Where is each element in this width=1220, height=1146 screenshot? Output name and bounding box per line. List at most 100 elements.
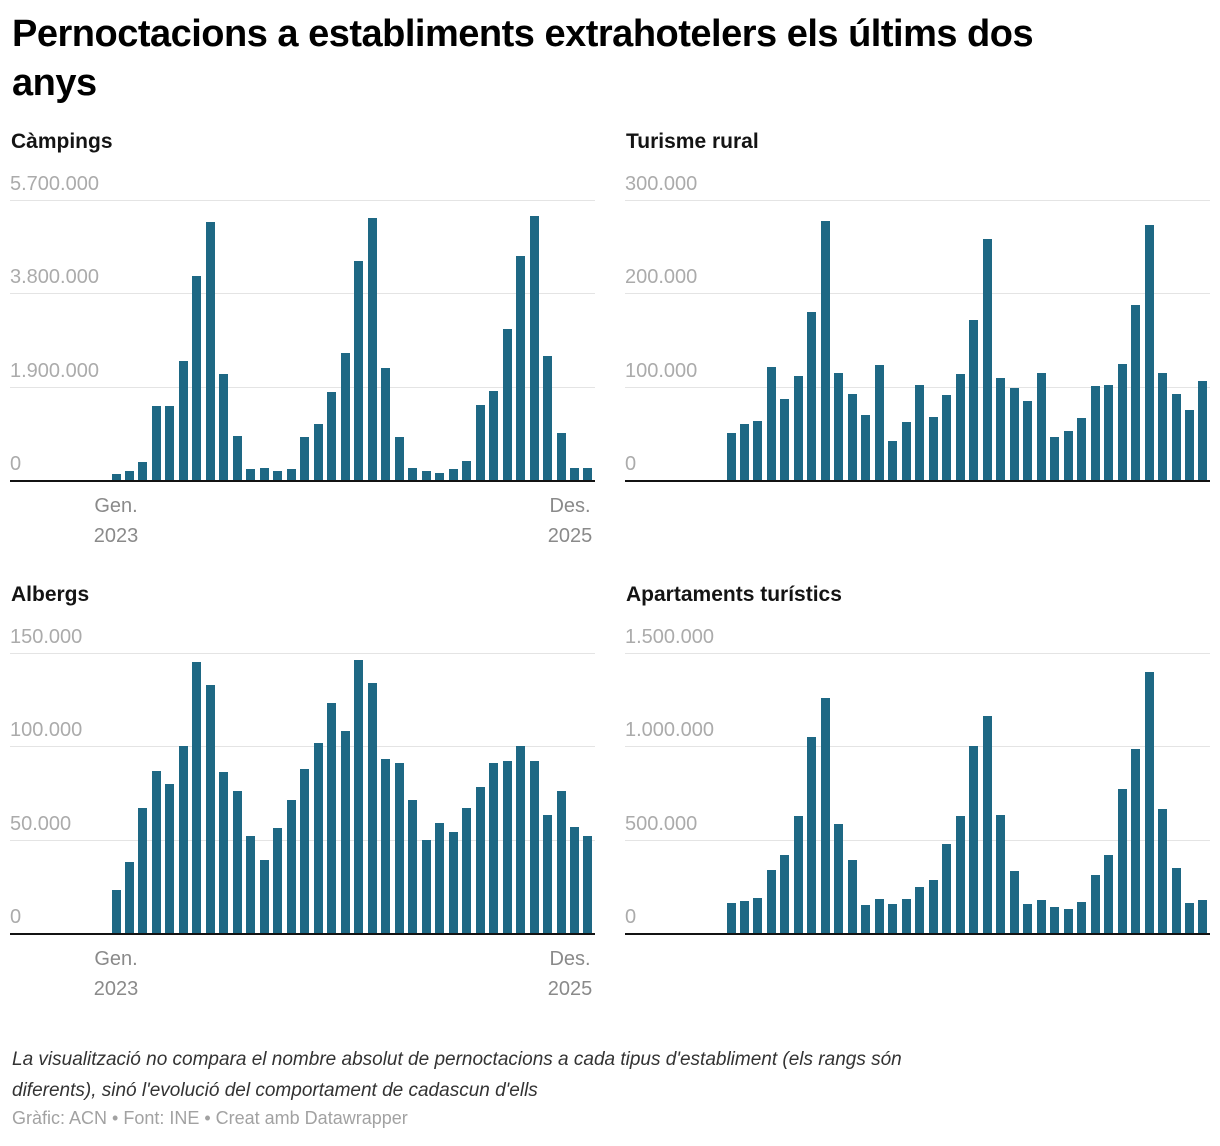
- chart-title-albergs: Albergs: [11, 583, 90, 606]
- bar-albergs-set-2024: [381, 759, 391, 933]
- bar-turisme-rural-mar-2024: [915, 385, 925, 480]
- bar-apartaments-tur-stics-gen-2023: [726, 903, 736, 933]
- gridline: [10, 653, 595, 654]
- x-axis-line: [10, 933, 595, 935]
- bar-c-mpings-mar-2024: [300, 437, 310, 480]
- bar-turisme-rural-abr-2024: [928, 417, 938, 480]
- bar-c-mpings-abr-2024: [313, 424, 323, 480]
- bar-albergs-mar-2023: [138, 808, 148, 933]
- bar-apartaments-tur-stics-juny-2024: [955, 816, 965, 933]
- bar-c-mpings-febr-2024: [286, 469, 296, 480]
- bar-turisme-rural-gen-2023: [726, 433, 736, 480]
- bar-turisme-rural-nov-2025: [1185, 410, 1194, 480]
- bar-turisme-rural-des-2023: [874, 365, 884, 480]
- bar-c-mpings-set-2025: [543, 356, 553, 480]
- bar-apartaments-tur-stics-abr-2024: [928, 880, 938, 933]
- bar-albergs-des-2025: [583, 836, 593, 933]
- bar-turisme-rural-ag-2024: [982, 239, 992, 480]
- plot-apartaments: 1.500.000 1.000.000 500.000 0: [625, 583, 1210, 1028]
- gridline: [10, 746, 595, 748]
- bar-apartaments-tur-stics-nov-2024: [1023, 904, 1033, 933]
- bar-c-mpings-febr-2023: [124, 471, 134, 480]
- bar-turisme-rural-oct-2025: [1171, 394, 1181, 480]
- bar-turisme-rural-ag-2025: [1144, 225, 1154, 480]
- x-axis-label-end: Des. 2025: [510, 491, 630, 551]
- bar-albergs-oct-2025: [556, 791, 566, 933]
- bar-turisme-rural-jul-2023: [807, 312, 817, 480]
- bar-c-mpings-oct-2025: [556, 433, 566, 480]
- bar-albergs-febr-2024: [286, 800, 296, 933]
- y-tick-label: 3.800.000: [10, 266, 99, 289]
- bar-turisme-rural-nov-2024: [1023, 401, 1033, 480]
- x-axis-label-start-line: Gen.: [94, 495, 138, 517]
- bar-turisme-rural-abr-2025: [1090, 386, 1100, 480]
- bar-turisme-rural-febr-2023: [739, 424, 749, 480]
- x-axis-line: [10, 480, 595, 482]
- bar-c-mpings-oct-2023: [232, 436, 242, 480]
- bar-c-mpings-maig-2025: [489, 391, 499, 480]
- chart-title-apartaments: Apartaments turístics: [626, 583, 842, 606]
- bar-apartaments-tur-stics-set-2025: [1158, 809, 1168, 933]
- y-tick-label: 1.900.000: [10, 359, 99, 382]
- bar-c-mpings-juny-2024: [340, 353, 350, 480]
- bar-apartaments-tur-stics-mar-2023: [753, 898, 763, 933]
- bar-turisme-rural-juny-2025: [1117, 364, 1127, 480]
- bar-c-mpings-juny-2023: [178, 361, 188, 480]
- bar-apartaments-tur-stics-juny-2023: [793, 816, 803, 933]
- y-tick-label: 300.000: [625, 173, 698, 195]
- gridline: [10, 200, 595, 201]
- bar-turisme-rural-set-2023: [834, 373, 844, 480]
- bar-c-mpings-mar-2023: [138, 462, 148, 480]
- bar-turisme-rural-nov-2023: [861, 415, 871, 480]
- bar-albergs-mar-2024: [300, 769, 310, 933]
- bar-c-mpings-nov-2023: [246, 469, 256, 480]
- panel-apartaments: Apartaments turístics 1.500.000 1.000.000…: [625, 583, 1210, 1028]
- bar-turisme-rural-set-2025: [1158, 373, 1168, 480]
- page-title-line2: anys: [12, 62, 97, 104]
- bar-apartaments-tur-stics-mar-2024: [915, 887, 925, 933]
- bar-c-mpings-maig-2024: [327, 392, 337, 480]
- bar-apartaments-tur-stics-ag-2024: [982, 716, 992, 933]
- bar-c-mpings-jul-2023: [192, 276, 202, 480]
- bar-turisme-rural-febr-2024: [901, 422, 911, 480]
- bar-turisme-rural-des-2025: [1198, 381, 1208, 480]
- x-axis-label-end-line: 2025: [547, 978, 593, 1000]
- bar-apartaments-tur-stics-des-2025: [1198, 900, 1208, 933]
- bar-c-mpings-ag-2023: [205, 222, 215, 480]
- panel-albergs: Albergs 150.000 100.000 50.000 0 Gen. 2023 Des…: [10, 583, 595, 1028]
- bar-albergs-febr-2023: [124, 862, 134, 933]
- bar-c-mpings-des-2024: [421, 471, 431, 480]
- bar-c-mpings-abr-2025: [475, 405, 485, 480]
- panel-campings: Càmpings 5.700.000 3.800.000 1.900.000 0 Gen…: [10, 130, 595, 575]
- bar-c-mpings-des-2025: [583, 468, 593, 480]
- bar-albergs-nov-2023: [246, 836, 256, 933]
- bar-albergs-ag-2024: [367, 683, 377, 933]
- bar-turisme-rural-jul-2025: [1131, 305, 1141, 480]
- x-axis-label-end-line: Des.: [549, 495, 591, 517]
- bar-apartaments-tur-stics-gen-2025: [1050, 907, 1060, 933]
- bar-c-mpings-des-2023: [259, 468, 269, 480]
- bar-turisme-rural-gen-2025: [1050, 437, 1060, 480]
- page-title-line1: Pernoctacions a establiments extrahotele…: [12, 13, 1034, 55]
- gridline: [625, 653, 1210, 654]
- byline: Gràfic: ACN • Font: INE • Creat amb Data…: [12, 1108, 408, 1128]
- bar-apartaments-tur-stics-mar-2025: [1077, 902, 1087, 933]
- chart-title-turisme-rural: Turisme rural: [626, 130, 759, 153]
- gridline: [625, 839, 1210, 841]
- bar-apartaments-tur-stics-maig-2025: [1104, 855, 1114, 933]
- bar-apartaments-tur-stics-ag-2023: [820, 698, 830, 933]
- y-tick-label: 500.000: [625, 812, 698, 835]
- bar-albergs-juny-2023: [178, 746, 188, 933]
- bar-apartaments-tur-stics-set-2024: [996, 815, 1006, 933]
- bar-albergs-abr-2024: [313, 743, 323, 933]
- bar-apartaments-tur-stics-maig-2024: [942, 844, 952, 933]
- gridline: [625, 200, 1210, 201]
- bar-apartaments-tur-stics-maig-2023: [780, 855, 790, 933]
- bar-turisme-rural-mar-2025: [1077, 418, 1087, 480]
- gridline: [625, 293, 1210, 295]
- bar-albergs-gen-2023: [111, 890, 121, 933]
- bar-apartaments-tur-stics-oct-2025: [1171, 868, 1181, 933]
- bar-apartaments-tur-stics-febr-2024: [901, 899, 911, 933]
- x-axis-label-start-line: 2023: [93, 525, 139, 547]
